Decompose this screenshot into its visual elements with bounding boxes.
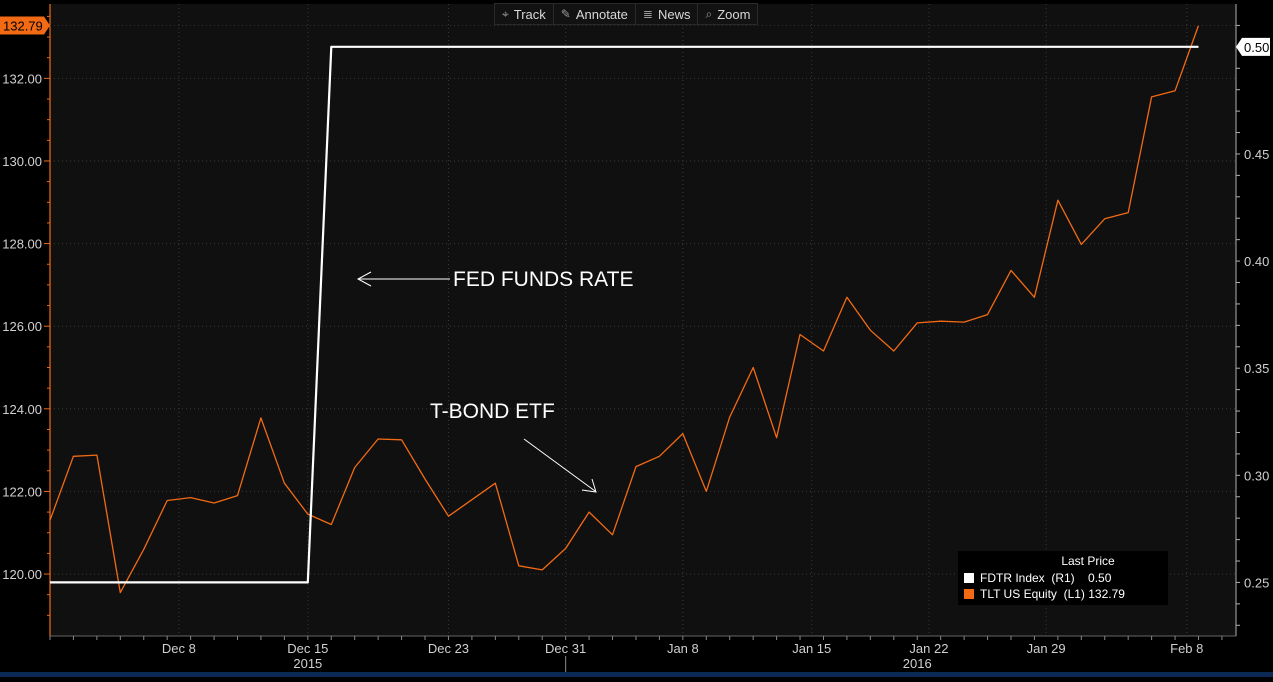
x-tick-label: Jan 29 xyxy=(1027,641,1066,656)
legend-item-fdtr[interactable]: FDTR Index (R1) 0.50 xyxy=(964,570,1162,586)
tbond-arrowhead xyxy=(581,478,597,493)
track-label: Track xyxy=(513,6,546,22)
right-last-value-tag xyxy=(1236,37,1270,56)
legend-swatch-fdtr xyxy=(964,573,974,583)
left-tick-label: 132.00 xyxy=(2,71,42,86)
left-tick-label: 120.00 xyxy=(2,567,42,582)
fed-funds-annotation: FED FUNDS RATE xyxy=(453,268,633,291)
x-tick-label: Dec 8 xyxy=(162,641,196,656)
pencil-icon: ✎ xyxy=(560,7,571,21)
legend-header: Last Price xyxy=(1061,554,1115,568)
news-icon: ≣ xyxy=(642,7,653,21)
track-button[interactable]: ⌖ Track xyxy=(495,4,554,24)
legend-label-fdtr: FDTR Index (R1) 0.50 xyxy=(980,571,1112,585)
x-year-label: 2016 xyxy=(903,656,932,671)
x-tick-label: Feb 8 xyxy=(1170,641,1203,656)
right-tick-label: 0.30 xyxy=(1244,468,1269,483)
annotate-button[interactable]: ✎ Annotate xyxy=(554,4,636,24)
tbond-arrow xyxy=(523,438,596,492)
x-tick-label: Jan 8 xyxy=(667,641,699,656)
right-last-value-label: 0.50 xyxy=(1244,40,1269,55)
tbond-annotation: T-BOND ETF xyxy=(430,400,555,423)
magnifier-icon: ⌕ xyxy=(705,6,713,21)
zoom-label: Zoom xyxy=(717,6,751,22)
news-button[interactable]: ≣ News xyxy=(636,4,699,24)
x-tick-label: Dec 15 xyxy=(287,641,328,656)
right-tick-label: 0.35 xyxy=(1244,361,1269,376)
zoom-button[interactable]: ⌕ Zoom xyxy=(698,4,757,24)
chart-legend: Last Price FDTR Index (R1) 0.50 TLT US E… xyxy=(958,551,1168,605)
left-last-value-tag xyxy=(0,16,50,35)
left-tick-label: 126.00 xyxy=(2,319,42,334)
x-year-label: 2015 xyxy=(293,656,322,671)
bottom-status-strip xyxy=(0,672,1273,677)
left-last-value-label: 132.79 xyxy=(3,18,43,33)
x-tick-label: Jan 22 xyxy=(909,641,948,656)
x-tick-label: Dec 23 xyxy=(428,641,469,656)
legend-label-tlt: TLT US Equity (L1) 132.79 xyxy=(980,587,1125,601)
tlt-series-line xyxy=(49,25,1200,594)
left-tick-label: 130.00 xyxy=(2,154,42,169)
news-label: News xyxy=(657,6,691,22)
left-tick-label: 122.00 xyxy=(2,484,42,499)
right-tick-label: 0.45 xyxy=(1244,147,1269,162)
right-tick-label: 0.40 xyxy=(1244,254,1269,269)
legend-item-tlt[interactable]: TLT US Equity (L1) 132.79 xyxy=(964,586,1162,602)
annotate-label: Annotate xyxy=(575,6,628,22)
left-tick-label: 124.00 xyxy=(2,402,42,417)
crosshair-icon: ⌖ xyxy=(502,6,509,21)
fdtr-series-line xyxy=(50,45,1199,584)
x-tick-label: Dec 31 xyxy=(545,641,586,656)
legend-swatch-tlt xyxy=(964,589,974,599)
plot-background xyxy=(50,4,1236,636)
chart-toolbar: ⌖ Track ✎ Annotate ≣ News ⌕ Zoom xyxy=(494,3,759,25)
left-tick-label: 128.00 xyxy=(2,237,42,252)
right-tick-label: 0.25 xyxy=(1244,575,1269,590)
fed-funds-arrowhead xyxy=(356,271,372,287)
x-tick-label: Jan 15 xyxy=(792,641,831,656)
